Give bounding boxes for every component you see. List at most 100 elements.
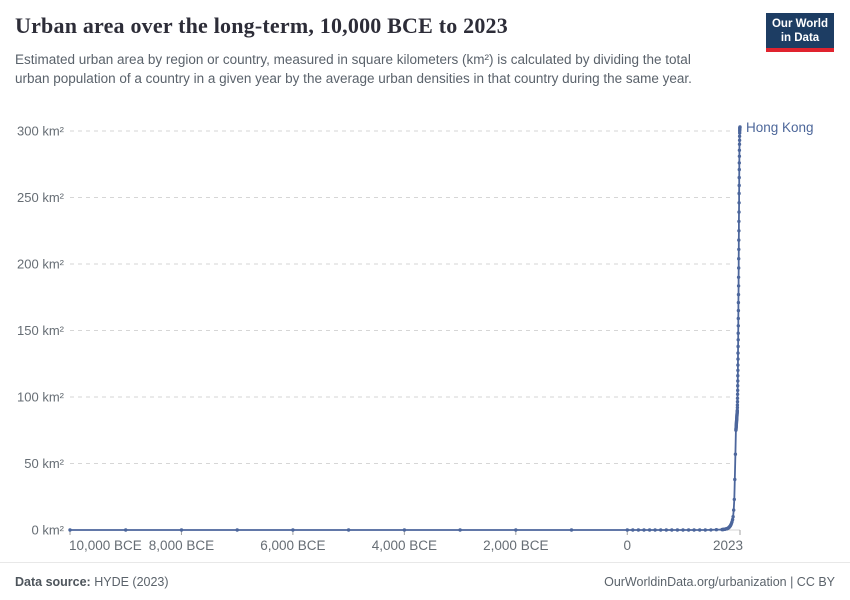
data-point[interactable] (736, 275, 741, 279)
data-point[interactable] (642, 528, 646, 532)
data-point[interactable] (698, 528, 702, 532)
data-point[interactable] (733, 477, 737, 482)
data-source-label: Data source: (15, 574, 91, 589)
y-tick-label: 50 km² (24, 456, 64, 471)
data-point[interactable] (692, 528, 696, 532)
data-point[interactable] (737, 266, 741, 270)
data-point[interactable] (737, 229, 741, 233)
series-line[interactable] (70, 126, 741, 531)
data-point[interactable] (732, 497, 736, 502)
data-point[interactable] (737, 183, 741, 188)
x-tick-label: 8,000 BCE (149, 538, 214, 553)
data-point[interactable] (736, 331, 740, 335)
series-entity-label[interactable]: Hong Kong (746, 120, 814, 135)
data-point[interactable] (737, 148, 742, 152)
data-point[interactable] (737, 219, 741, 224)
data-point[interactable] (737, 161, 741, 165)
data-point[interactable] (458, 528, 462, 532)
data-point[interactable] (647, 528, 652, 532)
data-point[interactable] (736, 324, 740, 328)
data-point[interactable] (735, 392, 740, 396)
data-point[interactable] (736, 357, 740, 361)
data-point[interactable] (514, 528, 518, 532)
data-source-value: HYDE (2023) (90, 574, 169, 589)
data-point[interactable] (402, 528, 407, 532)
y-tick-label: 250 km² (17, 190, 65, 205)
data-point[interactable] (737, 257, 741, 261)
y-tick-label: 0 km² (32, 523, 65, 538)
data-point[interactable] (675, 528, 680, 532)
data-point[interactable] (736, 292, 741, 297)
page-title: Urban area over the long-term, 10,000 BC… (15, 13, 508, 38)
x-tick-label: 6,000 BCE (260, 538, 325, 553)
data-source: Data source: HYDE (2023) (15, 575, 169, 589)
data-point[interactable] (737, 134, 742, 138)
data-point[interactable] (736, 344, 740, 349)
data-point[interactable] (737, 167, 741, 172)
data-point[interactable] (736, 388, 740, 393)
chart-footer: Data source: HYDE (2023) OurWorldinData.… (0, 562, 850, 600)
data-point[interactable] (737, 154, 742, 158)
data-point[interactable] (735, 403, 740, 407)
data-point[interactable] (670, 528, 674, 532)
data-point[interactable] (737, 247, 741, 252)
chart-subtitle: Estimated urban area by region or countr… (15, 52, 692, 86)
data-point[interactable] (631, 528, 635, 532)
y-tick-label: 100 km² (17, 390, 65, 405)
data-point[interactable] (732, 508, 736, 512)
data-point[interactable] (625, 528, 629, 532)
data-point[interactable] (735, 400, 740, 404)
data-point[interactable] (736, 374, 740, 378)
data-point[interactable] (731, 515, 735, 519)
data-point[interactable] (736, 300, 741, 305)
data-point[interactable] (737, 191, 741, 196)
data-point[interactable] (735, 405, 740, 410)
data-point[interactable] (735, 396, 740, 400)
data-point[interactable] (736, 351, 740, 355)
x-tick-label: 4,000 BCE (372, 538, 437, 553)
x-tick-label: 2023 (713, 538, 743, 553)
data-point[interactable] (736, 338, 740, 342)
data-point[interactable] (736, 363, 740, 367)
data-point[interactable] (737, 138, 742, 142)
data-point[interactable] (735, 408, 739, 412)
data-point[interactable] (703, 528, 707, 532)
data-point[interactable] (686, 528, 691, 532)
data-point[interactable] (346, 528, 351, 532)
data-point[interactable] (733, 452, 738, 456)
data-point[interactable] (730, 517, 735, 522)
data-point[interactable] (659, 528, 663, 532)
x-tick-label: 0 (624, 538, 632, 553)
data-point[interactable] (736, 308, 741, 313)
data-point[interactable] (68, 528, 72, 532)
data-point[interactable] (736, 384, 740, 388)
data-point[interactable] (124, 528, 128, 532)
y-tick-label: 150 km² (17, 323, 65, 338)
data-point[interactable] (653, 528, 657, 532)
data-point[interactable] (179, 528, 184, 532)
owid-logo[interactable]: Our World in Data (766, 13, 834, 52)
data-point[interactable] (736, 368, 740, 373)
data-point[interactable] (737, 201, 741, 205)
data-point[interactable] (737, 142, 742, 146)
data-point[interactable] (736, 316, 740, 321)
data-point[interactable] (738, 125, 742, 129)
data-point[interactable] (291, 528, 295, 532)
data-point[interactable] (737, 210, 741, 214)
data-point[interactable] (664, 528, 668, 532)
data-point[interactable] (736, 284, 741, 288)
data-point[interactable] (569, 528, 574, 532)
data-point[interactable] (681, 528, 685, 532)
data-point[interactable] (736, 379, 740, 383)
data-point[interactable] (636, 528, 641, 532)
x-tick-label: 2,000 BCE (483, 538, 548, 553)
footer-citation-link[interactable]: OurWorldinData.org/urbanization | CC BY (604, 574, 835, 589)
data-point[interactable] (709, 528, 713, 532)
data-point[interactable] (714, 528, 719, 532)
owid-logo-line1: Our World (771, 18, 828, 30)
data-point[interactable] (737, 238, 741, 242)
data-point[interactable] (737, 175, 741, 180)
data-point[interactable] (235, 528, 239, 532)
